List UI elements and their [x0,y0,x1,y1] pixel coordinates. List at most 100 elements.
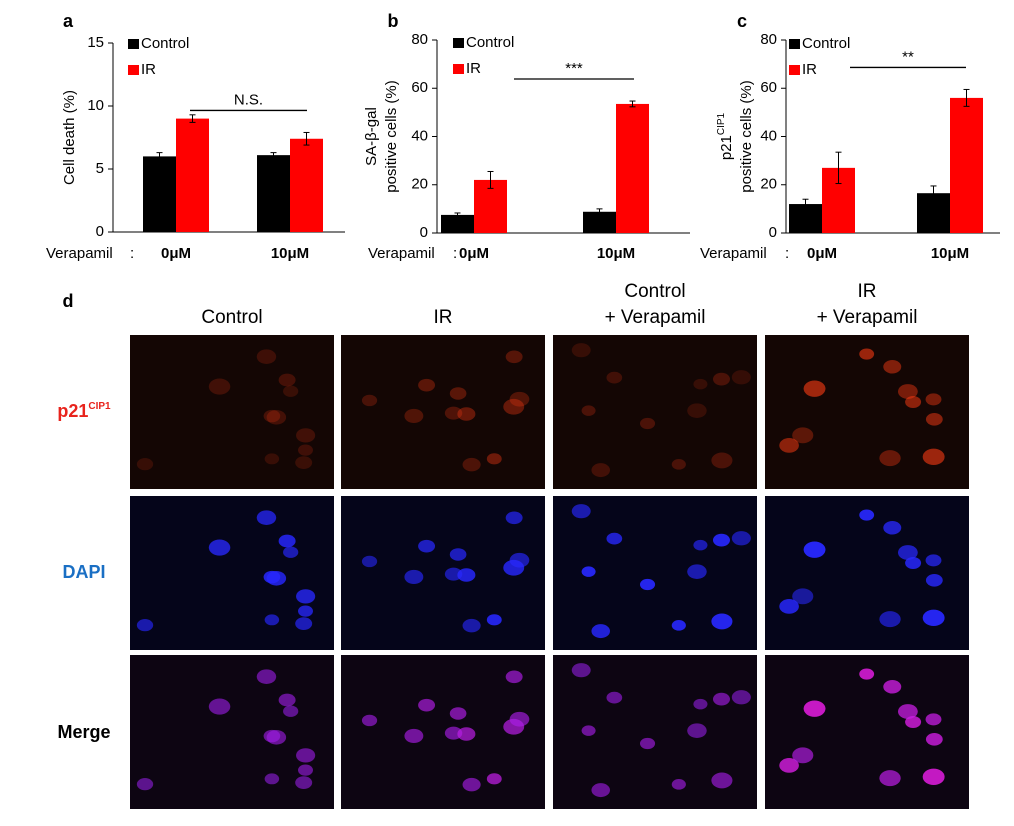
error-bar [270,152,277,159]
bar [950,97,983,234]
bar [290,138,323,232]
nucleus [264,773,280,785]
nucleus [897,545,918,560]
nucleus [256,510,277,525]
nucleus [591,463,610,478]
y-axis-label: Cell death (%) [61,90,78,185]
nucleus [404,728,424,744]
x-tick-label: 10μM [931,245,969,262]
nucleus [922,448,945,466]
nucleus [693,378,708,390]
nucleus [925,732,943,746]
x-prefix-sep: : [785,245,789,262]
nucleus [298,605,313,617]
nucleus [879,611,901,628]
error-bar [596,208,603,216]
panel-label: c [737,11,747,31]
column-header: Control [624,281,685,302]
nucleus [905,396,922,409]
x-prefix-sep: : [130,245,134,262]
nucleus [449,548,467,561]
nucleus [208,378,231,395]
nucleus [136,778,154,791]
nucleus [404,408,424,424]
y-tick-label: 60 [411,79,428,96]
nucleus [361,555,378,568]
nucleus [361,394,378,407]
nucleus [295,776,313,790]
nucleus [256,349,277,364]
nucleus [208,698,231,715]
nucleus [361,714,378,727]
nucleus [278,373,296,387]
nucleus [639,417,656,430]
nucleus [581,725,596,736]
y-axis-label: SA-β-gal [363,107,380,166]
micrograph [553,335,757,489]
nucleus [266,410,287,425]
significance-label: N.S. [234,91,263,108]
nucleus [879,450,901,467]
nucleus [571,343,591,358]
nucleus [295,456,313,470]
column-header: IR [858,281,877,302]
bar [441,214,474,233]
nucleus [731,690,751,705]
nucleus [879,770,901,787]
nucleus [486,773,502,785]
nucleus [606,532,623,545]
nucleus [298,764,313,776]
nucleus [687,723,707,738]
nucleus [687,403,707,418]
bar [143,156,176,232]
significance-label: *** [565,60,583,77]
nucleus [606,371,623,384]
y-tick-label: 80 [760,31,777,48]
micrograph [130,335,334,489]
nucleus [457,568,476,582]
nucleus [296,748,316,763]
error-bar [802,198,809,210]
nucleus [925,573,943,587]
nucleus [803,541,826,558]
y-tick-label: 0 [96,223,104,240]
x-prefix: Verapamil [46,245,113,262]
nucleus [925,393,942,406]
y-tick-label: 15 [87,34,104,51]
nucleus [418,378,436,392]
nucleus [208,539,231,556]
nucleus [295,617,313,631]
y-tick-label: 40 [760,127,777,144]
error-bar [963,88,970,107]
nucleus [505,511,523,525]
nucleus [883,521,902,535]
error-bar [303,131,310,146]
nucleus [136,458,154,471]
nucleus [859,348,875,360]
nucleus [571,504,591,519]
nucleus [859,668,875,680]
nucleus [792,427,814,444]
nucleus [266,571,287,586]
legend-label: IR [466,60,481,77]
y-tick-label: 20 [760,176,777,193]
nucleus [505,350,523,364]
error-bar [487,170,494,189]
nucleus [803,700,826,717]
y-axis-label: p21CIP1 [716,112,735,160]
nucleus [671,459,686,470]
nucleus [264,614,280,626]
nucleus [779,599,799,614]
nucleus [509,711,530,727]
nucleus [457,407,476,421]
nucleus [256,669,277,684]
y-axis-label: positive cells (%) [738,80,755,193]
error-bar [156,152,163,161]
nucleus [922,609,945,627]
legend-swatch [789,39,800,49]
legend-swatch [128,39,139,49]
nucleus [283,546,299,558]
nucleus [581,566,596,577]
nucleus [462,777,481,792]
nucleus [486,614,502,626]
